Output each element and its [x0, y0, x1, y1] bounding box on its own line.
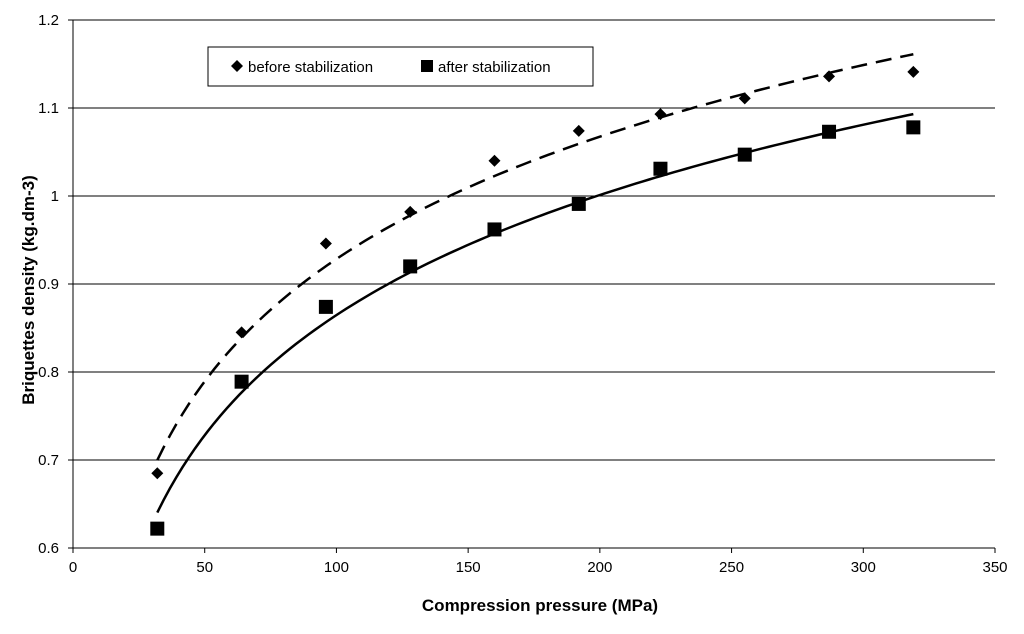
point-before: [654, 108, 667, 121]
point-after: [318, 299, 333, 314]
legend-square-icon: [421, 60, 433, 72]
point-after: [906, 120, 921, 135]
point-after: [234, 374, 249, 389]
point-before: [907, 65, 920, 78]
x-tick-label: 200: [587, 559, 612, 576]
y-tick-label: 0.7: [38, 452, 59, 469]
x-tick-label: 50: [196, 559, 213, 576]
y-tick-label: 0.8: [38, 364, 59, 381]
y-axis-title: Briquettes density (kg.dm-3): [19, 175, 38, 405]
y-tick-label: 0.6: [38, 540, 59, 557]
y-tick-label: 1.2: [38, 12, 59, 29]
tick-labels: 0.6 0.7 0.8 0.9 1 1.1 1.2 0 50 100 150 200 250 300 350: [38, 12, 1007, 576]
point-before: [404, 205, 417, 218]
y-tick-label: 0.9: [38, 276, 59, 293]
x-tick-label: 250: [719, 559, 744, 576]
x-tick-label: 100: [324, 559, 349, 576]
axes: [68, 19, 996, 553]
legend-diamond-icon: [231, 60, 243, 72]
legend-label-after: after stabilization: [438, 59, 551, 76]
legend-label-before: before stabilization: [248, 59, 373, 76]
point-before: [319, 237, 332, 250]
data-points: [150, 65, 921, 536]
trendline-after: [156, 112, 914, 514]
x-axis-title: Compression pressure (MPa): [422, 596, 658, 615]
gridlines: [73, 19, 995, 461]
legend: before stabilization after stabilization: [207, 46, 594, 87]
legend-box: [207, 46, 594, 87]
y-tick-label: 1: [51, 188, 59, 205]
point-after: [653, 161, 668, 176]
point-after: [571, 196, 586, 211]
point-before: [488, 154, 501, 167]
point-before: [738, 92, 751, 105]
x-tick-label: 0: [69, 559, 77, 576]
point-before: [572, 124, 585, 137]
point-after: [822, 124, 837, 139]
point-after: [403, 259, 418, 274]
trendline-before: [156, 53, 914, 461]
x-tick-label: 350: [982, 559, 1007, 576]
point-before: [823, 70, 836, 83]
point-after: [487, 222, 502, 237]
y-tick-label: 1.1: [38, 100, 59, 117]
point-after: [737, 147, 752, 162]
x-tick-label: 300: [851, 559, 876, 576]
x-tick-label: 150: [456, 559, 481, 576]
trendlines: [156, 53, 914, 514]
point-before: [151, 467, 164, 480]
point-before: [235, 326, 248, 339]
point-after: [150, 521, 165, 536]
